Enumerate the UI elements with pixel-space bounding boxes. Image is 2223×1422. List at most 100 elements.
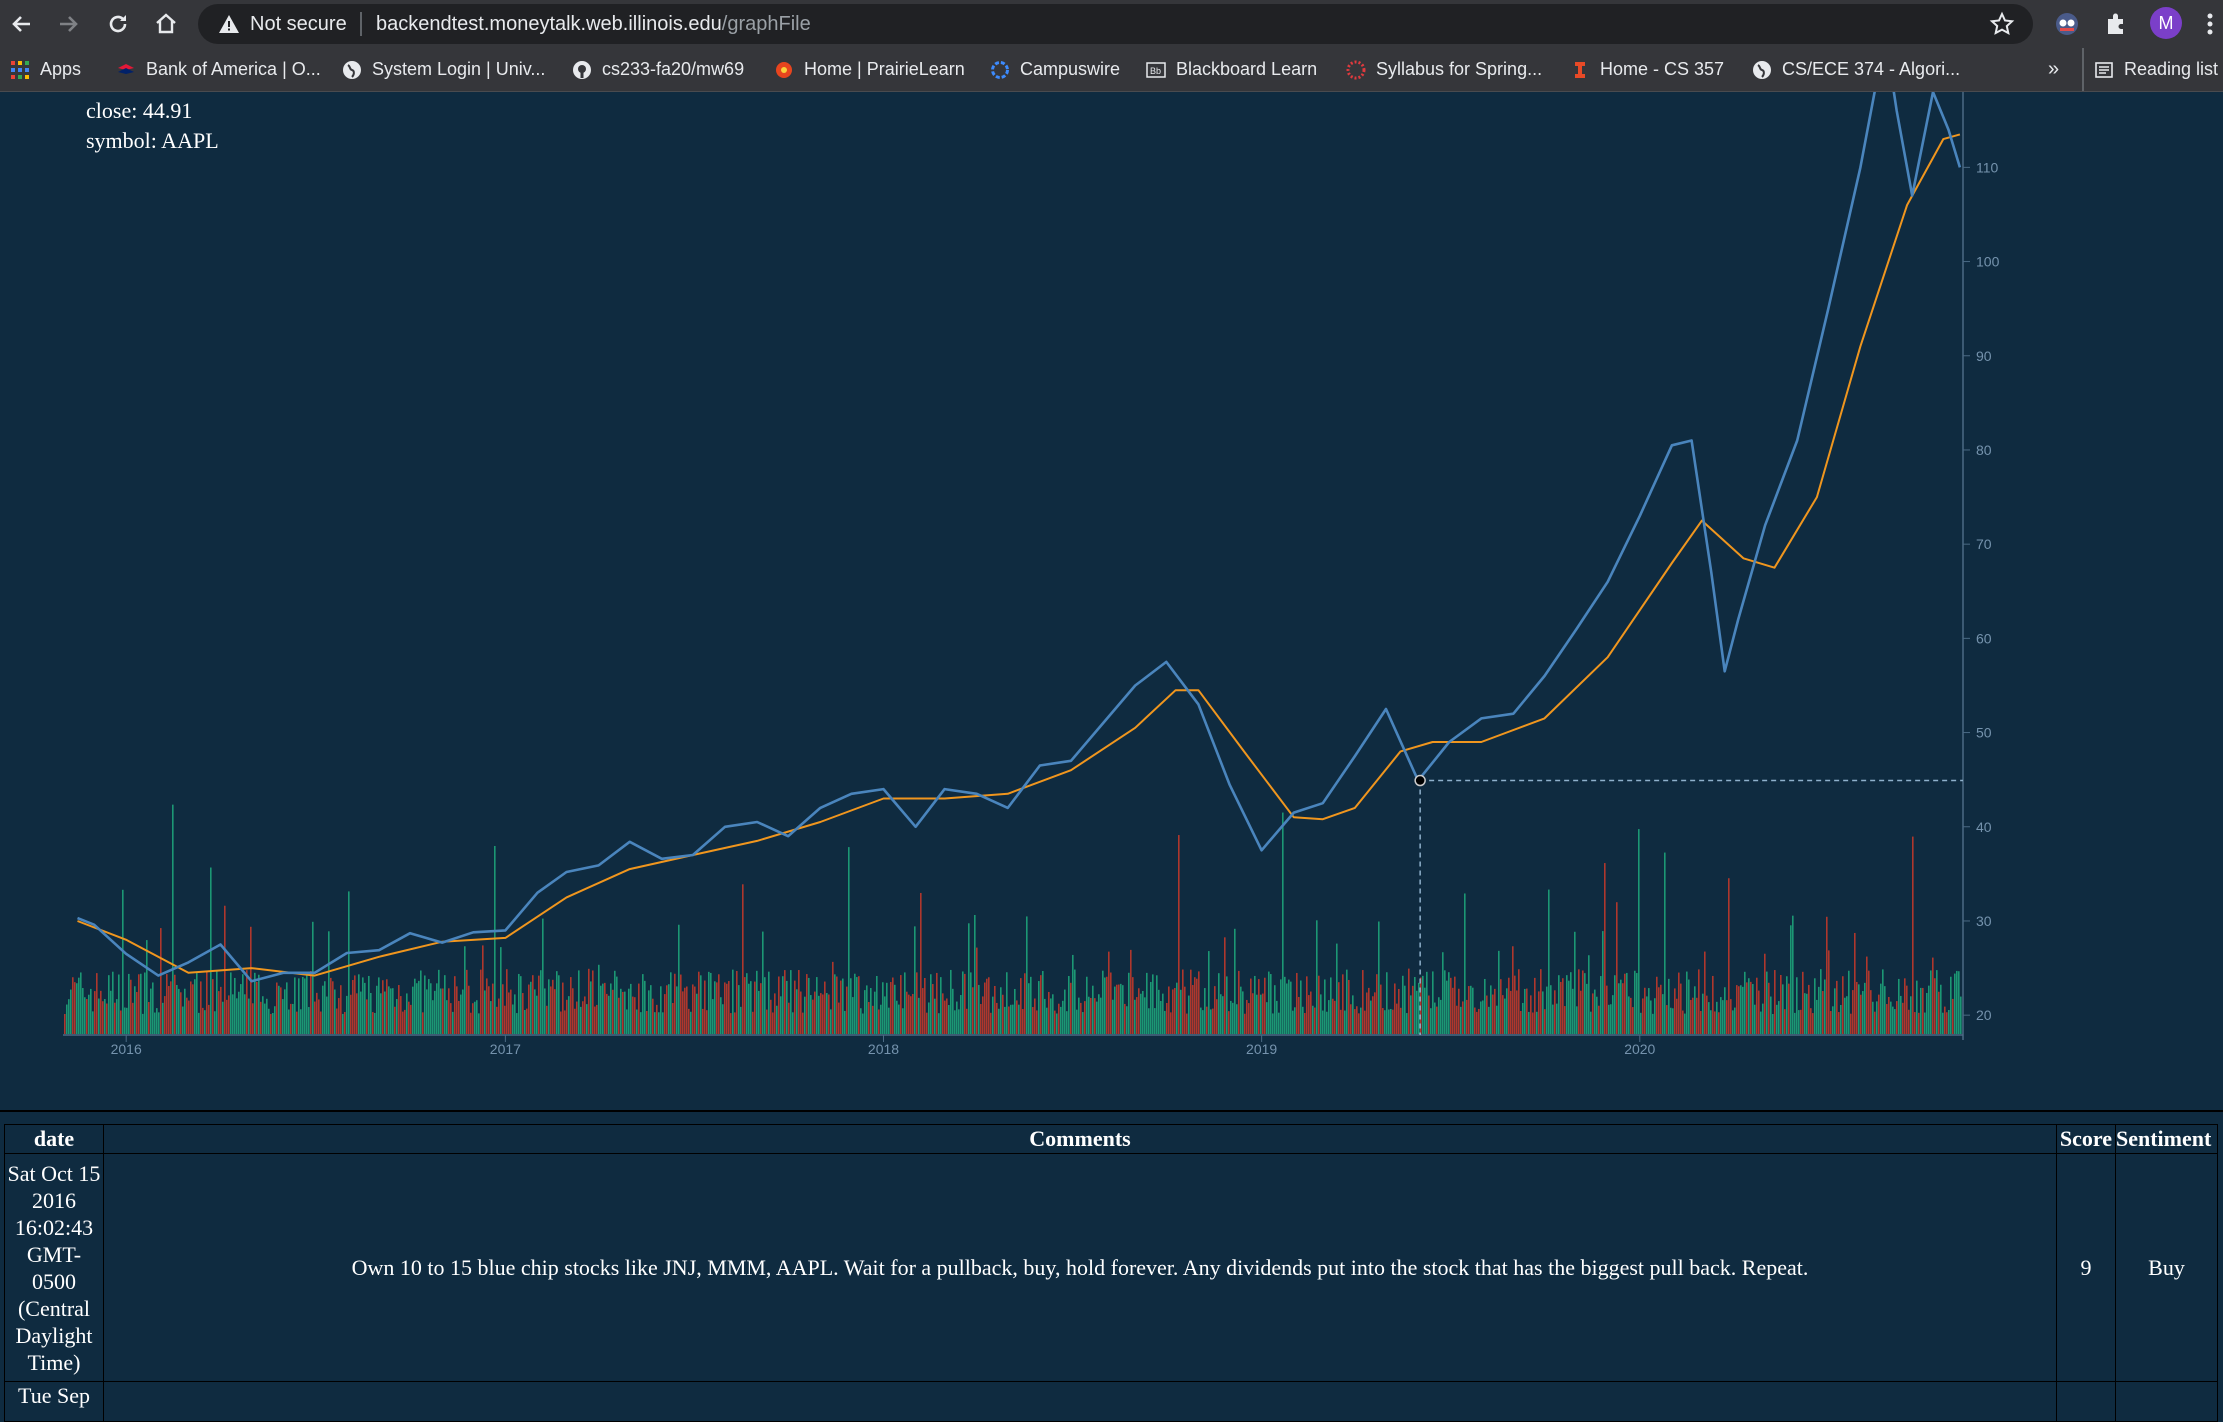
volume-bar: [1236, 1004, 1238, 1034]
volume-bar: [1224, 937, 1226, 1034]
volume-bar: [280, 987, 282, 1034]
volume-bar: [132, 1002, 134, 1034]
volume-bar: [176, 984, 178, 1034]
volume-bar: [654, 1012, 656, 1034]
bookmark-syllabus[interactable]: Syllabus for Spring...: [1346, 48, 1542, 91]
home-icon[interactable]: [152, 10, 180, 38]
kebab-menu-icon[interactable]: [2204, 10, 2216, 38]
volume-bar: [312, 921, 314, 1034]
volume-bar: [152, 982, 154, 1034]
volume-bar: [1752, 984, 1754, 1034]
address-bar[interactable]: Not secure backendtest.moneytalk.web.ill…: [198, 4, 2033, 44]
volume-bar: [1704, 951, 1706, 1034]
bookmark-campuswire[interactable]: Campuswire: [990, 48, 1120, 91]
volume-bar: [880, 1004, 882, 1034]
volume-bar: [1660, 984, 1662, 1034]
url-text[interactable]: backendtest.moneytalk.web.illinois.edu/g…: [376, 13, 811, 36]
volume-bar: [626, 1009, 628, 1034]
volume-bar: [1520, 1010, 1522, 1034]
price-line: [77, 92, 1962, 983]
volume-bar: [1322, 1010, 1324, 1034]
volume-bar: [1198, 971, 1200, 1034]
volume-bar: [1938, 991, 1940, 1034]
reading-list-button[interactable]: Reading list: [2094, 48, 2218, 91]
volume-bar: [1048, 991, 1050, 1034]
volume-bar: [1708, 1002, 1710, 1034]
volume-bar: [778, 976, 780, 1034]
header-score[interactable]: Score: [2056, 1124, 2116, 1154]
extension-glasses-icon[interactable]: [2053, 10, 2081, 38]
bookmark-system-login[interactable]: System Login | Univ...: [342, 48, 545, 91]
header-date[interactable]: date: [4, 1124, 104, 1154]
volume-bar: [1734, 1007, 1736, 1034]
bookmark-bank-of-america[interactable]: Bank of America | O...: [116, 48, 321, 91]
volume-bar: [1496, 1005, 1498, 1034]
volume-bar: [1084, 1001, 1086, 1034]
volume-bar: [478, 1013, 480, 1034]
volume-bar: [784, 970, 786, 1034]
volume-bar: [380, 993, 382, 1034]
volume-bar: [616, 976, 618, 1034]
volume-bar: [1854, 932, 1856, 1034]
blackboard-icon: Bb: [1146, 60, 1166, 80]
volume-bar: [1730, 999, 1732, 1034]
volume-bar: [1070, 982, 1072, 1034]
volume-bar: [876, 975, 878, 1034]
volume-bar: [1658, 987, 1660, 1034]
volume-bar: [1204, 988, 1206, 1034]
volume-bar: [698, 971, 700, 1034]
bookmark-prairielearn[interactable]: Home | PrairieLearn: [774, 48, 965, 91]
volume-bar: [766, 1009, 768, 1034]
security-label[interactable]: Not secure: [250, 13, 347, 35]
volume-bar: [182, 1006, 184, 1034]
volume-bar: [418, 980, 420, 1034]
volume-bar: [1466, 999, 1468, 1034]
volume-bar: [668, 984, 670, 1034]
github-icon: [572, 60, 592, 80]
volume-bar: [1430, 1008, 1432, 1034]
bookmarks-overflow-button[interactable]: »: [2048, 58, 2060, 80]
bookmark-label: cs233-fa20/mw69: [602, 59, 745, 79]
bookmark-star-icon[interactable]: [1989, 11, 2015, 37]
volume-bar: [708, 971, 710, 1034]
volume-bar: [1504, 998, 1506, 1034]
volume-bar: [940, 977, 942, 1034]
stock-chart[interactable]: 20 30 40 50 60 70 80 90 100 110 2016 2017 2018 2019 20…: [0, 92, 2223, 1110]
volume-bar: [1458, 988, 1460, 1034]
forward-arrow-icon[interactable]: [54, 10, 82, 38]
volume-bar: [1930, 970, 1932, 1034]
volume-bar: [1454, 976, 1456, 1034]
bookmark-apps[interactable]: Apps: [10, 48, 81, 91]
reload-icon[interactable]: [104, 10, 132, 38]
volume-bar: [1436, 1006, 1438, 1034]
profile-avatar[interactable]: M: [2150, 7, 2182, 39]
volume-bar: [1574, 931, 1576, 1034]
volume-bar: [1604, 863, 1606, 1034]
bookmark-cs357[interactable]: Home - CS 357: [1570, 48, 1724, 91]
volume-bar: [304, 978, 306, 1034]
volume-bar: [244, 994, 246, 1034]
volume-bar: [736, 970, 738, 1034]
volume-bar: [1770, 996, 1772, 1034]
volume-bar: [754, 981, 756, 1034]
volume-bar: [996, 1002, 998, 1034]
volume-bar: [1008, 1006, 1010, 1034]
volume-bar: [428, 979, 430, 1034]
back-arrow-icon[interactable]: [8, 10, 36, 38]
volume-bar: [1230, 1000, 1232, 1034]
header-sentiment[interactable]: Sentiment: [2115, 1124, 2218, 1154]
volume-bar: [1824, 979, 1826, 1034]
bookmark-blackboard[interactable]: Bb Blackboard Learn: [1146, 48, 1317, 91]
extensions-puzzle-icon[interactable]: [2102, 10, 2130, 38]
volume-bar: [1078, 997, 1080, 1034]
volume-bar: [1358, 1013, 1360, 1034]
volume-bar: [1052, 994, 1054, 1034]
volume-bar: [908, 994, 910, 1034]
volume-bar: [140, 973, 142, 1034]
bookmark-cs233[interactable]: cs233-fa20/mw69: [572, 48, 744, 91]
tooltip-symbol: symbol: AAPL: [86, 128, 219, 153]
volume-bar: [192, 984, 194, 1034]
header-comments[interactable]: Comments: [103, 1124, 2057, 1154]
volume-bar: [124, 1007, 126, 1034]
bookmark-cs374[interactable]: CS/ECE 374 - Algori...: [1752, 48, 1960, 91]
